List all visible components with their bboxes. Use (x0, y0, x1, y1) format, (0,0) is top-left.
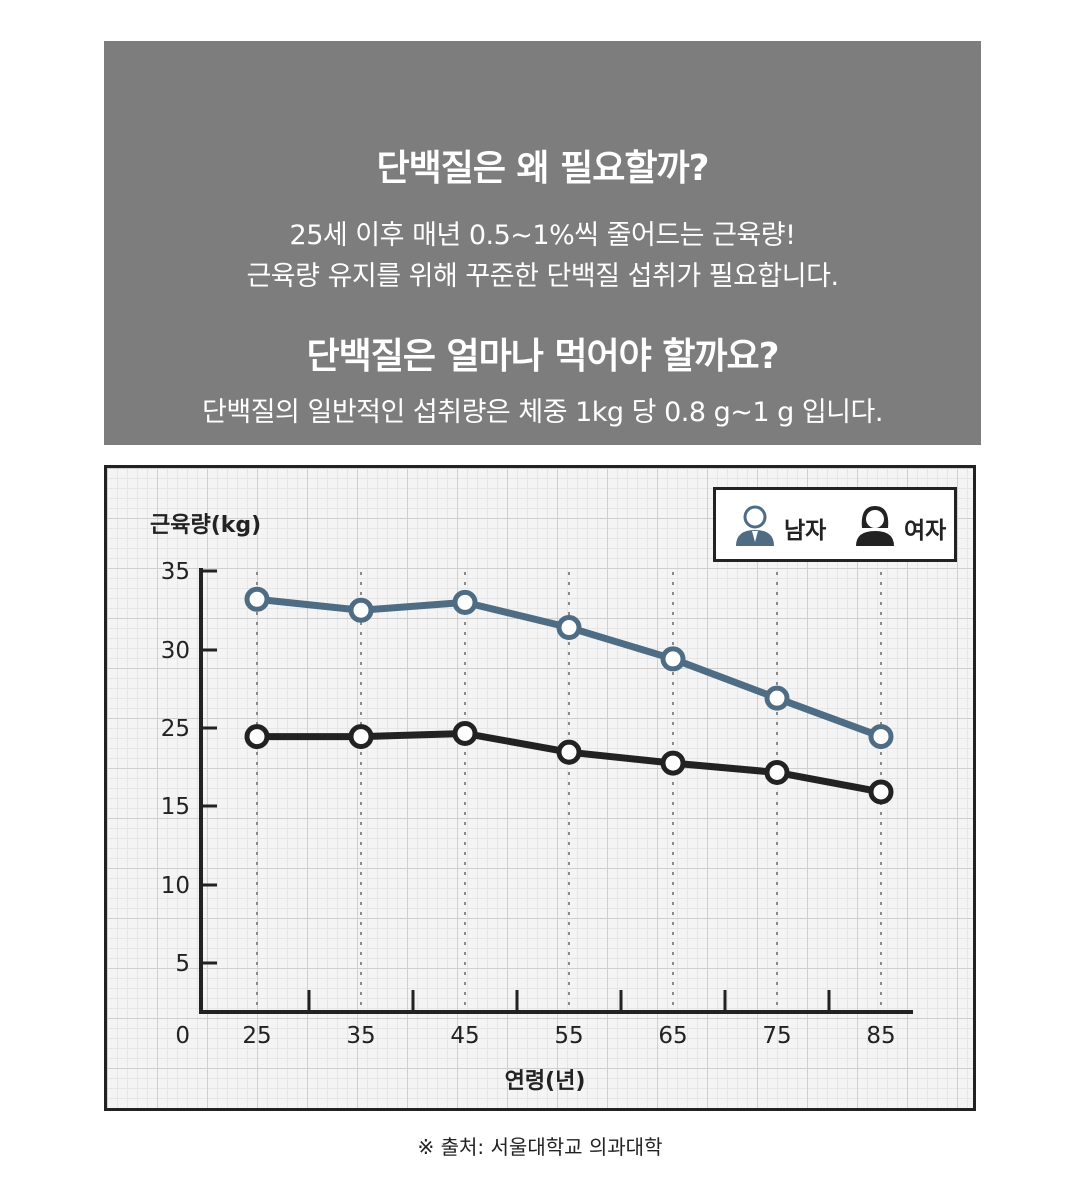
info-header: 단백질은 왜 필요할까? 25세 이후 매년 0.5~1%씩 줄어드는 근육량!… (104, 41, 981, 445)
x-axis-label: 연령(년) (505, 1069, 586, 1094)
data-point-male (660, 646, 686, 672)
female-person-icon (856, 506, 894, 546)
x-tick-label: 35 (346, 1023, 375, 1049)
data-point-male (452, 589, 478, 615)
data-point-male (348, 597, 374, 623)
y-tick-label: 35 (161, 559, 190, 585)
y-tick-label: 25 (161, 716, 190, 742)
male-person-icon (736, 505, 774, 546)
data-point-female (764, 759, 790, 785)
x-tick-label: 45 (450, 1023, 479, 1049)
data-point-female (348, 724, 374, 750)
data-point-male (868, 724, 894, 750)
data-point-female (452, 720, 478, 746)
y-tick-label: 5 (175, 951, 190, 977)
y-tick-label: 0 (175, 1023, 190, 1049)
data-point-female (868, 779, 894, 805)
data-point-male (556, 615, 582, 641)
data-point-female (244, 724, 270, 750)
header-line-decline: 25세 이후 매년 0.5~1%씩 줄어드는 근육량! (289, 220, 796, 251)
x-tick-label: 25 (242, 1023, 271, 1049)
y-tick-label: 15 (161, 794, 190, 820)
legend: 남자 여자 (713, 487, 957, 562)
header-line-intake: 단백질의 일반적인 섭취량은 체중 1kg 당 0.8 g~1 g 입니다. (202, 397, 883, 428)
x-tick-label: 55 (554, 1023, 583, 1049)
data-point-female (660, 750, 686, 776)
x-tick-label: 65 (658, 1023, 687, 1049)
y-axis-label: 근육량(kg) (150, 513, 261, 538)
legend-female-label: 여자 (904, 518, 947, 544)
x-tick-label: 75 (762, 1023, 791, 1049)
header-title-why: 단백질은 왜 필요할까? (376, 148, 709, 189)
y-tick-label: 30 (161, 638, 190, 664)
data-point-male (764, 685, 790, 711)
chart-area (104, 465, 976, 1111)
y-tick-label: 10 (161, 873, 190, 899)
legend-male-label: 남자 (784, 518, 827, 544)
x-tick-label: 85 (866, 1023, 895, 1049)
header-line-maintain: 근육량 유지를 위해 꾸준한 단백질 섭취가 필요합니다. (246, 261, 839, 292)
header-title-how-much: 단백질은 얼마나 먹어야 할까요? (306, 336, 779, 377)
source-note: ※ 출처: 서울대학교 의과대학 (417, 1135, 663, 1159)
data-point-male (244, 586, 270, 612)
data-point-female (556, 739, 582, 765)
